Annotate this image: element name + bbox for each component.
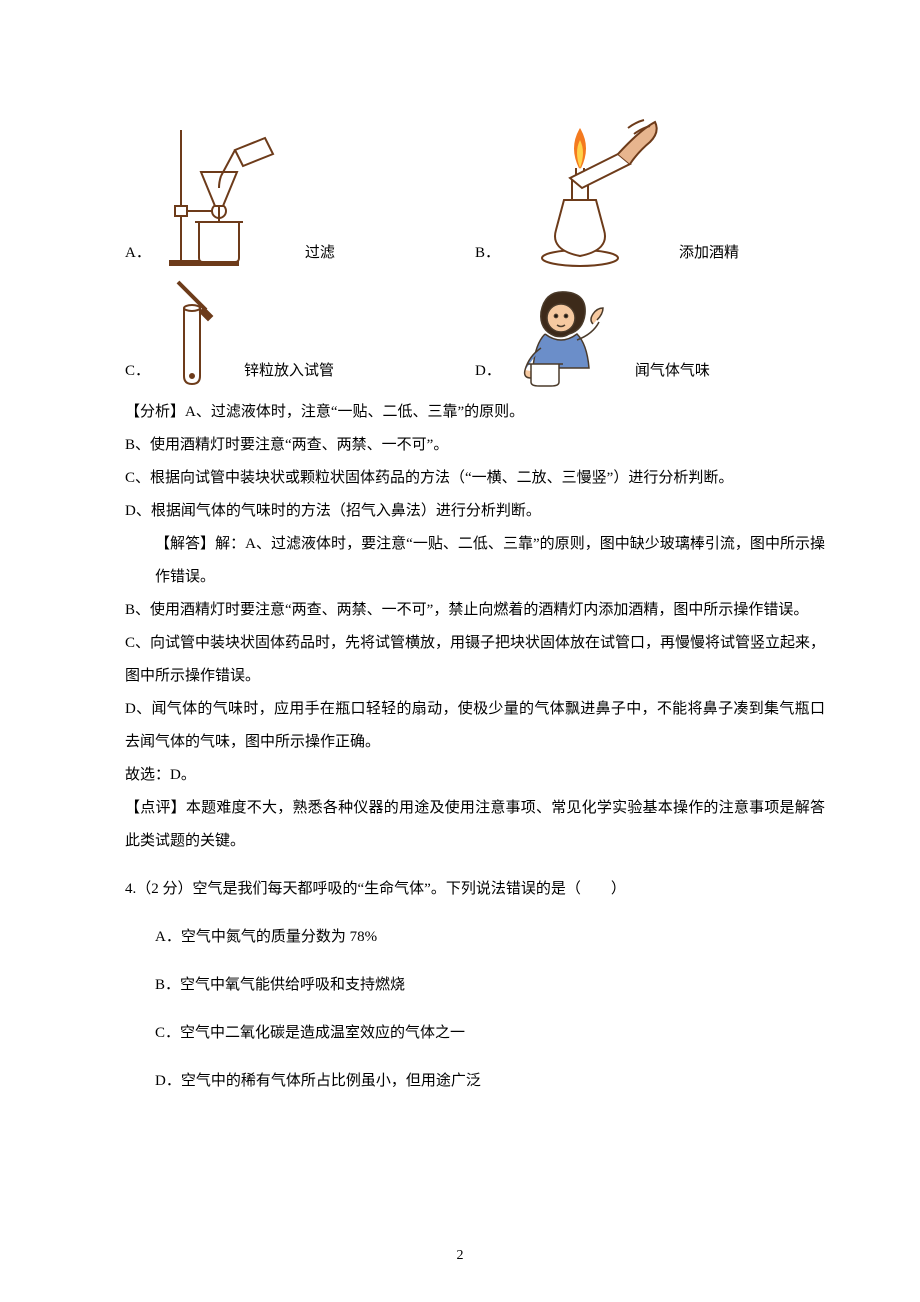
q4-stem: 4.（2 分）空气是我们每天都呼吸的“生命气体”。下列说法错误的是（ ） — [95, 873, 825, 906]
option-d-label: D． — [475, 355, 501, 388]
option-a: A． — [95, 110, 445, 270]
diagram-zinc-tube — [160, 278, 230, 388]
option-d-text: 闻气体气味 — [635, 355, 710, 388]
analysis-d: D、根据闻气体的气味时的方法（招气入鼻法）进行分析判断。 — [125, 495, 825, 528]
document-page: A． — [0, 0, 920, 1302]
option-row-ab: A． — [95, 100, 825, 270]
analysis-b: B、使用酒精灯时要注意“两查、两禁、一不可”。 — [125, 429, 825, 462]
answer-choice: 故选：D。 — [125, 759, 825, 792]
option-b-text: 添加酒精 — [679, 237, 739, 270]
option-a-text: 过滤 — [305, 237, 335, 270]
comment: 【点评】本题难度不大，熟悉各种仪器的用途及使用注意事项、常见化学实验基本操作的注… — [125, 792, 825, 858]
option-c-label: C． — [125, 355, 150, 388]
option-a-label: A． — [125, 237, 151, 270]
option-d: D． — [445, 278, 710, 388]
option-c-text: 锌粒放入试管 — [244, 355, 334, 388]
option-b-label: B． — [475, 237, 500, 270]
option-b: B． — [445, 100, 739, 270]
diagram-add-alcohol — [510, 100, 665, 270]
analysis-c: C、根据向试管中装块状或颗粒状固体药品的方法（“一横、二放、三慢竖”）进行分析判… — [125, 462, 825, 495]
answer-a: 【解答】解：A、过滤液体时，要注意“一贴、二低、三靠”的原则，图中缺少玻璃棒引流… — [125, 528, 825, 594]
diagram-smell-gas — [511, 278, 621, 388]
answer-d: D、闻气体的气味时，应用手在瓶口轻轻的扇动，使极少量的气体飘进鼻子中，不能将鼻子… — [125, 693, 825, 759]
q4-option-d: D．空气中的稀有气体所占比例虽小，但用途广泛 — [95, 1065, 825, 1098]
q4-option-b: B．空气中氧气能供给呼吸和支持燃烧 — [95, 969, 825, 1002]
option-c: C． 锌粒放入试管 — [95, 278, 445, 388]
diagram-filtration — [161, 110, 291, 270]
analysis-a: 【分析】A、过滤液体时，注意“一贴、二低、三靠”的原则。 — [125, 396, 825, 429]
q4-option-c: C．空气中二氧化碳是造成温室效应的气体之一 — [95, 1017, 825, 1050]
q4-option-a: A．空气中氮气的质量分数为 78% — [95, 921, 825, 954]
option-row-cd: C． 锌粒放入试管 D． — [95, 278, 825, 388]
answer-b: B、使用酒精灯时要注意“两查、两禁、一不可”，禁止向燃着的酒精灯内添加酒精，图中… — [125, 594, 825, 627]
page-number: 2 — [0, 1241, 920, 1272]
answer-c: C、向试管中装块状固体药品时，先将试管横放，用镊子把块状固体放在试管口，再慢慢将… — [125, 627, 825, 693]
